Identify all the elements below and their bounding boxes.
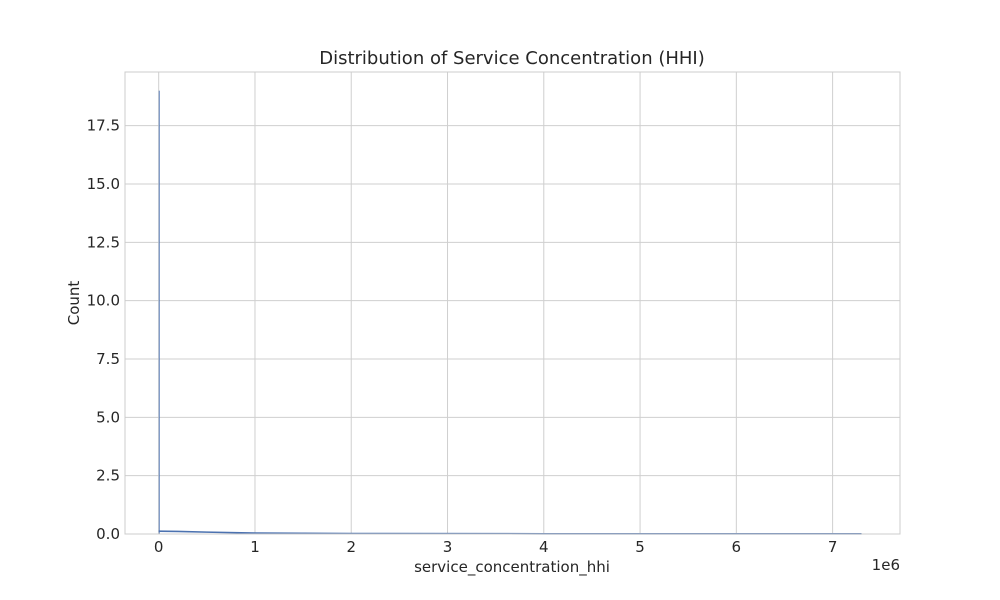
x-tick-label: 0 [154,538,164,556]
x-tick-labels: 0 1 2 3 4 5 6 7 [154,538,837,556]
y-tick-label: 15.0 [87,175,120,193]
histogram-bar [158,90,160,535]
y-tick-label: 17.5 [87,117,120,135]
y-tick-label: 12.5 [87,233,120,251]
histogram-bars [158,90,160,535]
x-tick-label: 2 [346,538,356,556]
x-axis-label: service_concentration_hhi [414,558,610,577]
y-tick-label: 0.0 [96,525,120,543]
x-tick-label: 1 [250,538,260,556]
x-tick-label: 4 [539,538,549,556]
y-tick-label: 7.5 [96,350,120,368]
y-tick-label: 2.5 [96,467,120,485]
x-axis-offset-label: 1e6 [872,556,900,574]
y-tick-label: 10.0 [87,292,120,310]
y-tick-label: 5.0 [96,408,120,426]
x-tick-label: 3 [443,538,453,556]
x-tick-label: 7 [828,538,838,556]
plot-frame [124,71,901,535]
y-axis-label: Count [65,281,83,326]
grid [125,72,900,535]
chart-title: Distribution of Service Concentration (H… [319,48,705,69]
x-tick-label: 5 [635,538,645,556]
kde-curve [158,530,862,535]
x-tick-label: 6 [732,538,742,556]
kde-line [158,530,862,535]
y-tick-labels: 0.0 2.5 5.0 7.5 10.0 12.5 15.0 17.5 [87,117,120,543]
